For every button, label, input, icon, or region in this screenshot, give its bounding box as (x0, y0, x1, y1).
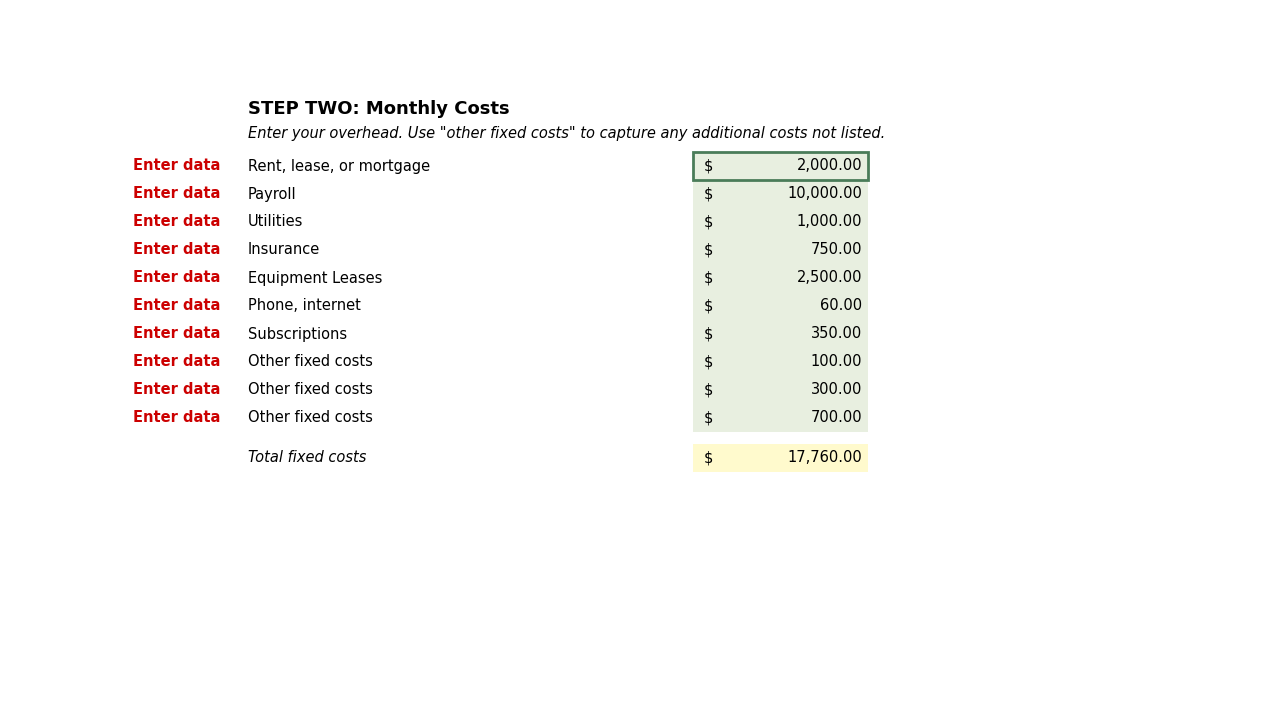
Text: Enter data: Enter data (133, 354, 220, 369)
Text: $: $ (704, 271, 713, 286)
Text: Other fixed costs: Other fixed costs (248, 382, 372, 397)
Bar (692, 376, 868, 404)
Text: Enter data: Enter data (133, 243, 220, 258)
Text: 100.00: 100.00 (810, 354, 861, 369)
Bar (692, 348, 868, 376)
Text: $: $ (704, 243, 713, 258)
Bar (692, 208, 868, 236)
Text: Enter data: Enter data (133, 299, 220, 313)
Bar (692, 404, 868, 432)
Text: $: $ (704, 158, 713, 174)
Bar (692, 444, 868, 472)
Text: $: $ (704, 299, 713, 313)
Text: STEP TWO: Monthly Costs: STEP TWO: Monthly Costs (248, 100, 509, 118)
Text: Phone, internet: Phone, internet (248, 299, 361, 313)
Text: $: $ (704, 382, 713, 397)
Text: Equipment Leases: Equipment Leases (248, 271, 383, 286)
Text: Rent, lease, or mortgage: Rent, lease, or mortgage (248, 158, 430, 174)
Bar (692, 152, 868, 180)
Text: 350.00: 350.00 (810, 326, 861, 341)
Bar (692, 236, 868, 264)
Text: Enter data: Enter data (133, 326, 220, 341)
Text: Enter data: Enter data (133, 410, 220, 426)
Text: Enter data: Enter data (133, 215, 220, 230)
Text: Enter your overhead. Use "other fixed costs" to capture any additional costs not: Enter your overhead. Use "other fixed co… (248, 126, 886, 141)
Text: 2,500.00: 2,500.00 (796, 271, 861, 286)
Text: Utilities: Utilities (248, 215, 303, 230)
Text: Other fixed costs: Other fixed costs (248, 410, 372, 426)
Text: 17,760.00: 17,760.00 (787, 451, 861, 466)
Text: $: $ (704, 186, 713, 202)
Text: Subscriptions: Subscriptions (248, 326, 347, 341)
Text: 750.00: 750.00 (810, 243, 861, 258)
Text: Insurance: Insurance (248, 243, 320, 258)
Text: $: $ (704, 410, 713, 426)
Bar (692, 320, 868, 348)
Text: 60.00: 60.00 (820, 299, 861, 313)
Bar (692, 292, 868, 320)
Text: 700.00: 700.00 (810, 410, 861, 426)
Text: Enter data: Enter data (133, 158, 220, 174)
Text: Enter data: Enter data (133, 382, 220, 397)
Text: Payroll: Payroll (248, 186, 297, 202)
Bar (692, 264, 868, 292)
Text: 300.00: 300.00 (810, 382, 861, 397)
Text: $: $ (704, 326, 713, 341)
Text: 2,000.00: 2,000.00 (796, 158, 861, 174)
Text: 1,000.00: 1,000.00 (796, 215, 861, 230)
Text: Enter data: Enter data (133, 186, 220, 202)
Text: Total fixed costs: Total fixed costs (248, 451, 366, 466)
Bar (692, 152, 868, 180)
Text: Other fixed costs: Other fixed costs (248, 354, 372, 369)
Text: Enter data: Enter data (133, 271, 220, 286)
Text: 10,000.00: 10,000.00 (787, 186, 861, 202)
Text: $: $ (704, 354, 713, 369)
Text: $: $ (704, 451, 713, 466)
Bar (692, 180, 868, 208)
Text: $: $ (704, 215, 713, 230)
